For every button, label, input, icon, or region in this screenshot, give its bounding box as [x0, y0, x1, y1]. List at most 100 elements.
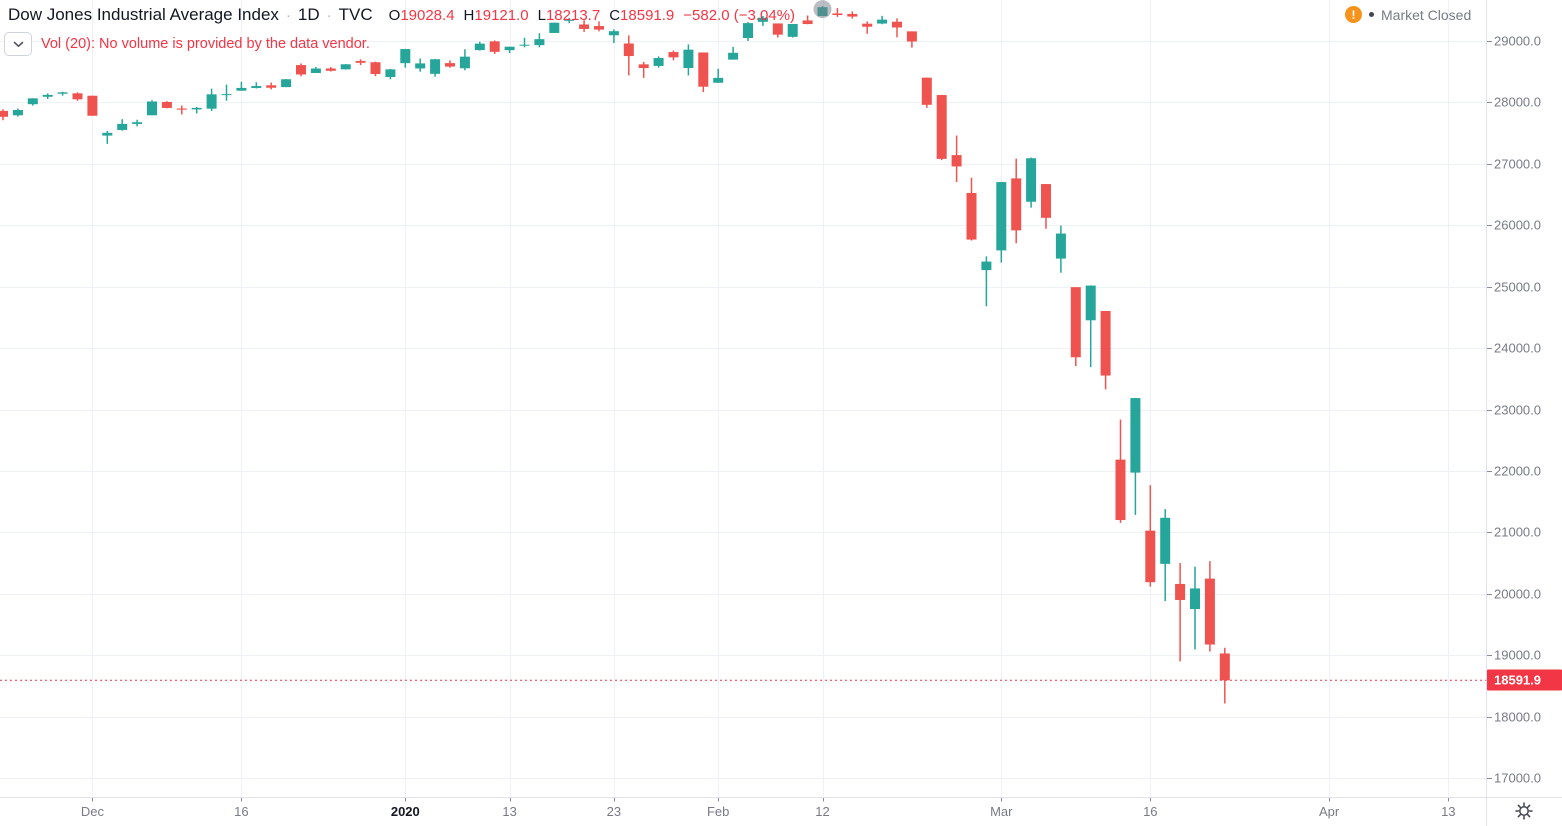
price-scale[interactable]: 18591.9 29000.0 28000.0 27000.0 26000.0 2500…	[1487, 0, 1562, 797]
time-tick-label: 13	[1441, 804, 1456, 819]
open-key: O	[388, 7, 401, 24]
price-tick-label: 22000.0	[1494, 463, 1541, 479]
close-value: C18591.9	[609, 7, 674, 24]
chart-legend: Dow Jones Industrial Average Index · 1D …	[8, 5, 795, 25]
candle	[1115, 459, 1126, 521]
candle	[1026, 158, 1037, 202]
candle	[281, 79, 292, 88]
price-tick-label: 27000.0	[1494, 156, 1541, 172]
candle	[1130, 398, 1141, 473]
candle	[191, 107, 202, 110]
candle	[221, 94, 232, 96]
change-value: −582.0 (−3.04%)	[683, 7, 796, 24]
candle	[668, 52, 679, 58]
candle	[370, 62, 381, 75]
candle	[877, 19, 888, 24]
indicator-collapse-button[interactable]	[4, 32, 32, 56]
indicator-legend: Vol (20): No volume is provided by the d…	[4, 32, 370, 56]
candle	[594, 26, 604, 30]
candle	[1219, 653, 1230, 681]
candle	[653, 58, 664, 66]
candle	[1085, 285, 1096, 321]
time-tick-label: Mar	[990, 804, 1013, 819]
candle	[87, 95, 98, 116]
candle	[325, 68, 336, 71]
candle	[906, 31, 917, 42]
candle	[564, 19, 575, 21]
candle	[206, 94, 217, 109]
candle	[1055, 233, 1066, 259]
low-key: L	[537, 7, 546, 24]
candle	[862, 23, 873, 27]
separator-dot: ·	[326, 7, 332, 24]
market-status: ! Market Closed	[1345, 6, 1471, 23]
candle	[1145, 530, 1156, 583]
candle	[117, 123, 128, 130]
candle	[772, 23, 783, 35]
candle	[966, 192, 977, 240]
candle	[519, 44, 530, 46]
candle	[385, 69, 396, 77]
status-dot-icon	[1369, 12, 1374, 17]
candle	[802, 20, 813, 25]
price-tick-label: 26000.0	[1494, 217, 1541, 233]
candle	[57, 92, 68, 94]
ohlc-readout: O19028.4 H19121.0 L18213.7 C18591.9 −582…	[389, 7, 795, 24]
chevron-down-icon	[13, 41, 24, 48]
candle	[236, 87, 247, 91]
last-price-label: 18591.9	[1487, 669, 1562, 691]
candle	[355, 60, 366, 63]
time-tick-label: 16	[234, 804, 249, 819]
candle	[534, 39, 545, 46]
gray-dot-marker	[813, 0, 832, 19]
candle	[430, 59, 441, 74]
candle	[713, 77, 724, 83]
candle	[936, 95, 947, 159]
candle	[310, 68, 321, 73]
volume-indicator-message[interactable]: Vol (20): No volume is provided by the d…	[41, 36, 370, 52]
low-number: 18213.7	[545, 7, 601, 24]
candle	[1011, 178, 1022, 231]
candle	[340, 64, 351, 70]
exchange-label[interactable]: TVC	[338, 5, 373, 24]
high-number: 19121.0	[474, 7, 529, 24]
candle	[757, 17, 768, 22]
candle	[1041, 184, 1051, 218]
candle	[1100, 311, 1111, 376]
candle	[623, 43, 634, 57]
candle	[698, 52, 709, 87]
price-tick-label: 29000.0	[1494, 33, 1541, 49]
candle	[42, 94, 53, 97]
interval-label[interactable]: 1D	[297, 5, 320, 24]
symbol-title[interactable]: Dow Jones Industrial Average Index	[8, 5, 279, 24]
candle	[0, 110, 8, 117]
time-tick-label: Apr	[1318, 804, 1340, 819]
high-key: H	[463, 7, 475, 24]
candle	[787, 23, 798, 37]
candle	[683, 49, 694, 69]
time-tick-label: 23	[606, 804, 622, 819]
exclamation-circle-icon: !	[1345, 6, 1362, 23]
candle	[951, 155, 962, 167]
price-tick-label: 18000.0	[1494, 709, 1541, 725]
close-number: 18591.9	[620, 7, 675, 24]
time-scale[interactable]: Dec 16 2020 13 23 Feb 12 Mar 16 Apr 13	[0, 798, 1486, 826]
price-tick-label: 25000.0	[1494, 279, 1541, 295]
candle	[489, 41, 500, 52]
candle	[147, 101, 157, 116]
high-value: H19121.0	[464, 7, 529, 24]
price-tick-label: 19000.0	[1494, 647, 1541, 663]
candle	[981, 261, 992, 271]
price-tick-label: 23000.0	[1494, 402, 1541, 418]
candle	[72, 93, 83, 100]
low-value: L18213.7	[538, 7, 601, 24]
candle	[608, 31, 619, 36]
chart-settings-button[interactable]	[1502, 799, 1546, 822]
candle	[161, 101, 172, 108]
candle	[996, 182, 1007, 251]
candle	[1160, 517, 1171, 564]
candle	[251, 86, 262, 88]
time-tick-label: 16	[1143, 804, 1158, 819]
candle	[579, 24, 590, 29]
